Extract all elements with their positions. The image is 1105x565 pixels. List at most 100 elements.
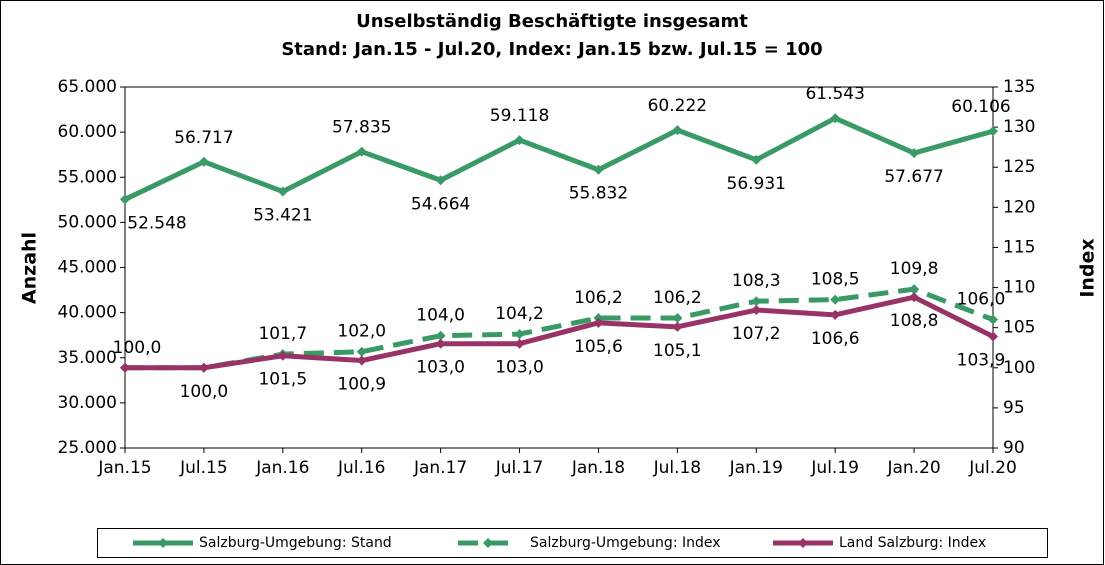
data-label: 105,6 bbox=[574, 337, 623, 357]
marker bbox=[593, 164, 604, 175]
y2-tick-label: 95 bbox=[1003, 398, 1025, 418]
marker bbox=[120, 194, 130, 205]
data-label: 108,8 bbox=[890, 311, 939, 331]
data-label: 100,9 bbox=[337, 375, 386, 395]
y2-tick-label: 130 bbox=[1003, 117, 1035, 137]
marker bbox=[435, 175, 446, 186]
y2-axis-label: Index bbox=[1077, 238, 1099, 297]
marker bbox=[751, 296, 762, 307]
y-tick-label: 25.000 bbox=[58, 438, 117, 458]
y2-tick-label: 135 bbox=[1003, 77, 1035, 97]
marker bbox=[277, 186, 288, 197]
data-label: 100,0 bbox=[113, 338, 162, 358]
marker bbox=[672, 125, 683, 136]
marker bbox=[120, 362, 130, 373]
y-tick-label: 60.000 bbox=[58, 122, 117, 142]
marker bbox=[277, 350, 288, 361]
x-tick-label: Jul.16 bbox=[337, 458, 386, 478]
marker bbox=[988, 314, 998, 325]
marker bbox=[909, 292, 920, 303]
marker bbox=[356, 146, 367, 157]
data-label: 52.548 bbox=[127, 213, 186, 233]
x-tick-label: Jul.17 bbox=[495, 458, 544, 478]
marker bbox=[830, 309, 841, 320]
marker bbox=[356, 355, 367, 366]
y-tick-label: 50.000 bbox=[58, 212, 117, 232]
legend-label: Salzburg-Umgebung: Index bbox=[530, 535, 721, 551]
x-tick-label: Jan.18 bbox=[571, 458, 625, 478]
data-label: 106,6 bbox=[811, 329, 860, 349]
x-tick-label: Jan.19 bbox=[729, 458, 783, 478]
data-label: 53.421 bbox=[253, 206, 312, 226]
data-label: 109,8 bbox=[890, 259, 939, 279]
marker bbox=[988, 331, 998, 342]
marker bbox=[751, 305, 762, 316]
series-line bbox=[125, 286, 994, 371]
legend-marker bbox=[483, 538, 493, 548]
marker bbox=[830, 113, 841, 124]
x-tick-label: Jul.15 bbox=[179, 458, 228, 478]
data-label: 106,2 bbox=[574, 288, 623, 308]
y2-tick-label: 120 bbox=[1003, 197, 1035, 217]
legend-marker bbox=[798, 538, 808, 548]
x-tick-label: Jan.17 bbox=[413, 458, 467, 478]
x-tick-label: Jan.16 bbox=[255, 458, 309, 478]
data-label: 103,0 bbox=[495, 358, 544, 378]
x-tick-label: Jul.19 bbox=[810, 458, 859, 478]
data-label: 60.106 bbox=[951, 97, 1010, 117]
marker bbox=[672, 321, 683, 332]
data-label: 108,3 bbox=[732, 271, 781, 291]
y-tick-label: 30.000 bbox=[58, 393, 117, 413]
marker bbox=[514, 329, 525, 340]
data-label: 104,2 bbox=[495, 304, 544, 324]
y-tick-label: 45.000 bbox=[58, 258, 117, 278]
y-tick-label: 65.000 bbox=[58, 77, 117, 97]
data-label: 61.543 bbox=[805, 84, 864, 104]
marker bbox=[198, 156, 209, 167]
x-tick-label: Jul.18 bbox=[653, 458, 702, 478]
y2-tick-label: 100 bbox=[1003, 358, 1035, 378]
marker bbox=[514, 338, 525, 349]
data-label: 103,0 bbox=[416, 358, 465, 378]
marker bbox=[435, 330, 446, 341]
marker bbox=[830, 294, 841, 305]
marker bbox=[356, 346, 367, 357]
legend bbox=[97, 528, 1048, 558]
marker bbox=[435, 338, 446, 349]
marker bbox=[751, 154, 762, 165]
series-line bbox=[125, 294, 995, 371]
data-label: 105,1 bbox=[653, 341, 702, 361]
data-label: 101,7 bbox=[258, 324, 307, 344]
marker bbox=[909, 148, 920, 159]
x-tick-label: Jan.20 bbox=[886, 458, 940, 478]
y2-tick-label: 115 bbox=[1003, 237, 1035, 257]
marker bbox=[198, 362, 209, 373]
data-label: 101,5 bbox=[258, 370, 307, 390]
y-tick-label: 35.000 bbox=[58, 348, 117, 368]
data-label: 103,9 bbox=[957, 350, 1006, 370]
data-label: 56.717 bbox=[174, 128, 233, 148]
data-label: 108,5 bbox=[811, 270, 860, 290]
x-tick-label: Jan.15 bbox=[97, 458, 151, 478]
marker bbox=[988, 126, 998, 137]
chart-subtitle: Stand: Jan.15 - Jul.20, Index: Jan.15 bz… bbox=[281, 39, 822, 60]
data-label: 107,2 bbox=[732, 324, 781, 344]
data-label: 106,2 bbox=[653, 288, 702, 308]
marker bbox=[593, 317, 604, 328]
marker bbox=[909, 284, 920, 295]
x-tick-label: Jul.20 bbox=[968, 458, 1017, 478]
data-label: 56.931 bbox=[727, 174, 786, 194]
data-label: 55.832 bbox=[569, 184, 628, 204]
data-label: 102,0 bbox=[337, 322, 386, 342]
data-label: 59.118 bbox=[490, 106, 549, 126]
plot-area bbox=[124, 86, 994, 449]
legend-marker bbox=[158, 538, 168, 548]
data-label: 57.835 bbox=[332, 118, 391, 138]
data-label: 54.664 bbox=[411, 194, 470, 214]
data-label: 100,0 bbox=[180, 382, 229, 402]
data-label: 57.677 bbox=[884, 167, 943, 187]
legend-label: Salzburg-Umgebung: Stand bbox=[199, 535, 392, 551]
marker bbox=[514, 135, 525, 146]
